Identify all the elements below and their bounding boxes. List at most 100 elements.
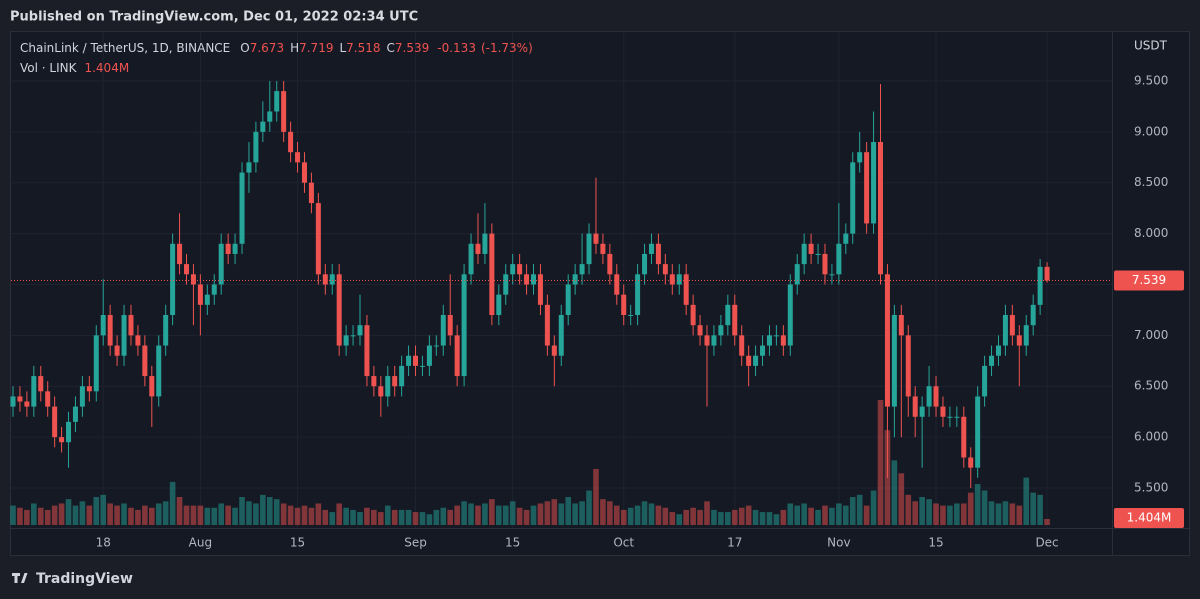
- volume-header: Vol · LINK 1.404M: [20, 61, 129, 75]
- candle-body: [301, 162, 307, 183]
- volume-bar: [856, 494, 863, 525]
- volume-bar: [870, 490, 877, 525]
- volume-bar: [544, 501, 551, 525]
- volume-bar: [613, 505, 620, 525]
- candle-body: [121, 315, 127, 356]
- candle-body: [711, 335, 717, 346]
- symbol: ChainLink / TetherUS, 1D, BINANCE: [20, 41, 230, 55]
- volume-bar: [676, 514, 683, 525]
- volume-bar: [572, 503, 578, 525]
- volume-bar: [690, 507, 696, 525]
- candle-body: [489, 233, 495, 316]
- volume-bar: [995, 503, 1002, 525]
- candle-body: [787, 284, 793, 346]
- change-pct: (-1.73%): [481, 41, 533, 55]
- volume-bar: [745, 505, 752, 525]
- x-tick-label: Aug: [189, 536, 212, 550]
- volume-bar: [155, 503, 162, 525]
- volume-bar: [829, 507, 835, 525]
- candle-body: [954, 416, 960, 418]
- volume-bar: [135, 509, 141, 525]
- volume-bar: [204, 507, 211, 525]
- volume-bar: [565, 496, 571, 525]
- candle-body: [1016, 335, 1022, 346]
- candle-body: [801, 243, 807, 265]
- ohlc-key: C: [387, 41, 395, 55]
- candle-body: [38, 376, 44, 392]
- candle-body: [642, 253, 648, 275]
- candle-body: [114, 345, 120, 356]
- candle-body: [614, 274, 620, 295]
- volume-bar: [211, 507, 218, 525]
- candle-body: [558, 315, 564, 356]
- volume-bar: [877, 400, 884, 525]
- volume-bar: [1023, 477, 1030, 525]
- candle-body: [315, 203, 321, 275]
- volume-bar: [954, 503, 960, 525]
- candle-body: [107, 315, 113, 346]
- volume-bar: [489, 499, 495, 525]
- volume-bar: [634, 505, 641, 525]
- candle-body: [350, 335, 356, 337]
- volume-bar: [530, 505, 537, 525]
- published-note: Published on TradingView.com, Dec 01, 20…: [10, 10, 418, 25]
- volume-bar: [398, 509, 405, 525]
- candle-body: [66, 421, 72, 443]
- volume-bar: [912, 501, 918, 525]
- candle-body: [100, 315, 106, 336]
- candle-body: [197, 284, 203, 305]
- x-tick-label: 15: [290, 536, 305, 550]
- volume-bar: [37, 507, 44, 525]
- volume-bar: [1037, 494, 1043, 525]
- candle-body: [260, 121, 266, 132]
- candle-body: [1044, 266, 1050, 281]
- candle-body: [225, 243, 231, 254]
- volume-bar: [93, 496, 100, 525]
- volume-bar: [218, 503, 224, 525]
- volume-bar: [128, 507, 134, 525]
- volume-bar: [232, 507, 238, 525]
- volume-bar: [725, 512, 731, 525]
- volume-bar: [843, 505, 849, 525]
- volume-bar: [176, 496, 183, 525]
- volume-bar: [426, 514, 433, 525]
- y-tick-label: 7.000: [1134, 328, 1168, 342]
- volume-bar: [752, 509, 759, 525]
- volume-bar: [79, 501, 86, 525]
- change: -0.133: [437, 41, 476, 55]
- volume-bar: [759, 512, 766, 525]
- candle-body: [628, 315, 634, 317]
- candle-body: [732, 304, 738, 336]
- volume-bar: [44, 509, 51, 525]
- candle-body: [24, 401, 30, 407]
- candle-body: [274, 91, 280, 112]
- volume-bar: [31, 503, 37, 525]
- candle-body: [579, 264, 585, 275]
- ohlc-value: 7.673: [250, 41, 284, 55]
- candle-body: [440, 315, 446, 346]
- candle-body: [72, 406, 78, 422]
- x-tick-label: 17: [727, 536, 742, 550]
- candle-body: [378, 386, 384, 397]
- volume-bar: [149, 507, 155, 525]
- volume-bar: [537, 503, 544, 525]
- candle-body: [600, 243, 606, 254]
- x-tick-label: 15: [928, 536, 943, 550]
- candle-body: [919, 406, 925, 417]
- candle-body: [295, 152, 301, 163]
- volume-bar: [329, 512, 336, 525]
- candle-body: [739, 335, 745, 356]
- volume-bar: [24, 509, 30, 525]
- volume-bar: [940, 505, 946, 525]
- candle-body: [288, 131, 294, 153]
- volume-bar: [947, 505, 953, 525]
- volume-bar: [523, 509, 530, 525]
- volume-bar: [17, 507, 23, 525]
- volume-bar: [974, 484, 981, 525]
- volume-bar: [960, 503, 967, 525]
- candle-body: [503, 274, 509, 295]
- candle-body: [419, 365, 425, 367]
- volume-bar: [10, 505, 16, 525]
- last-volume-badge: [1114, 508, 1184, 528]
- candle-body: [433, 345, 439, 347]
